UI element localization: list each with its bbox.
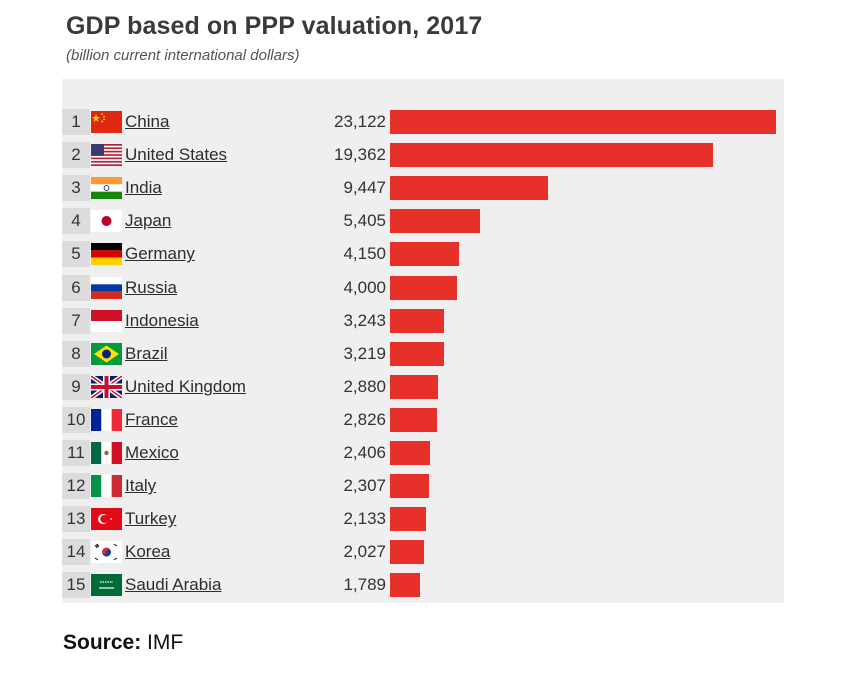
chart-subtitle: (billion current international dollars) bbox=[66, 47, 300, 64]
country-link[interactable]: India bbox=[125, 178, 162, 198]
country-link[interactable]: Indonesia bbox=[125, 310, 199, 330]
value-label: 9,447 bbox=[343, 178, 386, 198]
source-note: Source: IMF bbox=[63, 631, 183, 655]
value-label: 2,133 bbox=[343, 509, 386, 529]
bar bbox=[390, 573, 420, 598]
china-flag-icon bbox=[91, 111, 122, 133]
table-row: 8 Brazil 3,219 bbox=[62, 340, 784, 367]
table-row: 4 Japan 5,405 bbox=[62, 208, 784, 235]
rank-label: 7 bbox=[62, 307, 90, 334]
rank-label: 4 bbox=[62, 208, 90, 235]
table-row: 1 China 23,122 bbox=[62, 109, 784, 135]
value-label: 5,405 bbox=[343, 211, 386, 231]
table-row: 3 India 9,447 bbox=[62, 175, 784, 202]
value-label: 2,826 bbox=[343, 409, 386, 429]
bar bbox=[390, 474, 429, 499]
bar bbox=[390, 308, 444, 333]
india-flag-icon bbox=[91, 177, 122, 200]
country-link[interactable]: France bbox=[125, 409, 178, 429]
russia-flag-icon bbox=[91, 276, 122, 299]
saudi-arabia-flag-icon bbox=[91, 574, 122, 597]
bar bbox=[390, 407, 437, 432]
bar bbox=[390, 441, 430, 465]
rank-label: 10 bbox=[62, 406, 90, 433]
country-link[interactable]: Saudi Arabia bbox=[125, 575, 222, 595]
bar bbox=[390, 242, 459, 267]
turkey-flag-icon bbox=[91, 508, 122, 531]
rank-label: 2 bbox=[62, 142, 90, 169]
table-row: 9 United Kingdom 2,880 bbox=[62, 373, 784, 400]
united-states-flag-icon bbox=[91, 144, 122, 167]
country-link[interactable]: United States bbox=[125, 145, 228, 165]
table-row: 12 Italy 2,307 bbox=[62, 473, 784, 500]
country-link[interactable]: Korea bbox=[125, 542, 171, 562]
country-link[interactable]: Turkey bbox=[125, 509, 177, 529]
germany-flag-icon bbox=[91, 243, 122, 266]
country-link[interactable]: Russia bbox=[125, 277, 177, 297]
rank-label: 3 bbox=[62, 175, 90, 202]
rank-label: 1 bbox=[62, 109, 90, 135]
indonesia-flag-icon bbox=[91, 309, 122, 332]
france-flag-icon bbox=[91, 408, 122, 431]
bar bbox=[390, 275, 457, 300]
value-label: 2,027 bbox=[343, 542, 386, 562]
rank-label: 15 bbox=[62, 572, 90, 599]
country-link[interactable]: Italy bbox=[125, 476, 157, 496]
rank-label: 13 bbox=[62, 506, 90, 533]
table-row: 11 Mexico 2,406 bbox=[62, 440, 784, 466]
table-row: 5 Germany 4,150 bbox=[62, 241, 784, 268]
country-link[interactable]: Mexico bbox=[125, 443, 179, 462]
value-label: 2,880 bbox=[343, 376, 386, 396]
country-link[interactable]: Brazil bbox=[125, 343, 168, 363]
value-label: 2,406 bbox=[343, 443, 386, 462]
rank-label: 12 bbox=[62, 473, 90, 500]
value-label: 4,000 bbox=[343, 277, 386, 297]
rank-label: 9 bbox=[62, 373, 90, 400]
source-value: IMF bbox=[147, 631, 184, 654]
country-link[interactable]: Germany bbox=[125, 244, 195, 264]
value-label: 19,362 bbox=[334, 145, 386, 165]
korea-flag-icon bbox=[91, 541, 122, 564]
bar bbox=[390, 143, 713, 168]
bar bbox=[390, 540, 424, 565]
table-row: 13 Turkey 2,133 bbox=[62, 506, 784, 533]
country-link[interactable]: United Kingdom bbox=[125, 376, 246, 396]
value-label: 2,307 bbox=[343, 476, 386, 496]
bar bbox=[390, 374, 438, 399]
japan-flag-icon bbox=[91, 210, 122, 233]
rank-label: 5 bbox=[62, 241, 90, 268]
bar bbox=[390, 209, 480, 234]
mexico-flag-icon bbox=[91, 442, 122, 464]
bar bbox=[390, 176, 548, 201]
table-row: 6 Russia 4,000 bbox=[62, 274, 784, 301]
value-label: 3,219 bbox=[343, 343, 386, 363]
rank-label: 6 bbox=[62, 274, 90, 301]
bar bbox=[390, 507, 426, 532]
rank-label: 14 bbox=[62, 539, 90, 566]
value-label: 3,243 bbox=[343, 310, 386, 330]
chart-title: GDP based on PPP valuation, 2017 bbox=[66, 12, 483, 40]
table-row: 7 Indonesia 3,243 bbox=[62, 307, 784, 334]
value-label: 23,122 bbox=[334, 112, 386, 131]
brazil-flag-icon bbox=[91, 342, 122, 365]
value-label: 4,150 bbox=[343, 244, 386, 264]
rank-label: 8 bbox=[62, 340, 90, 367]
source-label: Source: bbox=[63, 631, 142, 654]
united-kingdom-flag-icon bbox=[91, 375, 122, 398]
country-link[interactable]: China bbox=[125, 112, 170, 131]
value-label: 1,789 bbox=[343, 575, 386, 595]
rank-label: 11 bbox=[62, 440, 90, 466]
table-row: 14 Korea 2,027 bbox=[62, 539, 784, 566]
table-row: 15 Saudi Arabia 1,789 bbox=[62, 572, 784, 599]
table-row: 2 United States 19,362 bbox=[62, 142, 784, 169]
bar bbox=[390, 341, 444, 366]
country-link[interactable]: Japan bbox=[125, 211, 172, 231]
table-row: 10 France 2,826 bbox=[62, 406, 784, 433]
bar bbox=[390, 110, 776, 134]
italy-flag-icon bbox=[91, 475, 122, 498]
